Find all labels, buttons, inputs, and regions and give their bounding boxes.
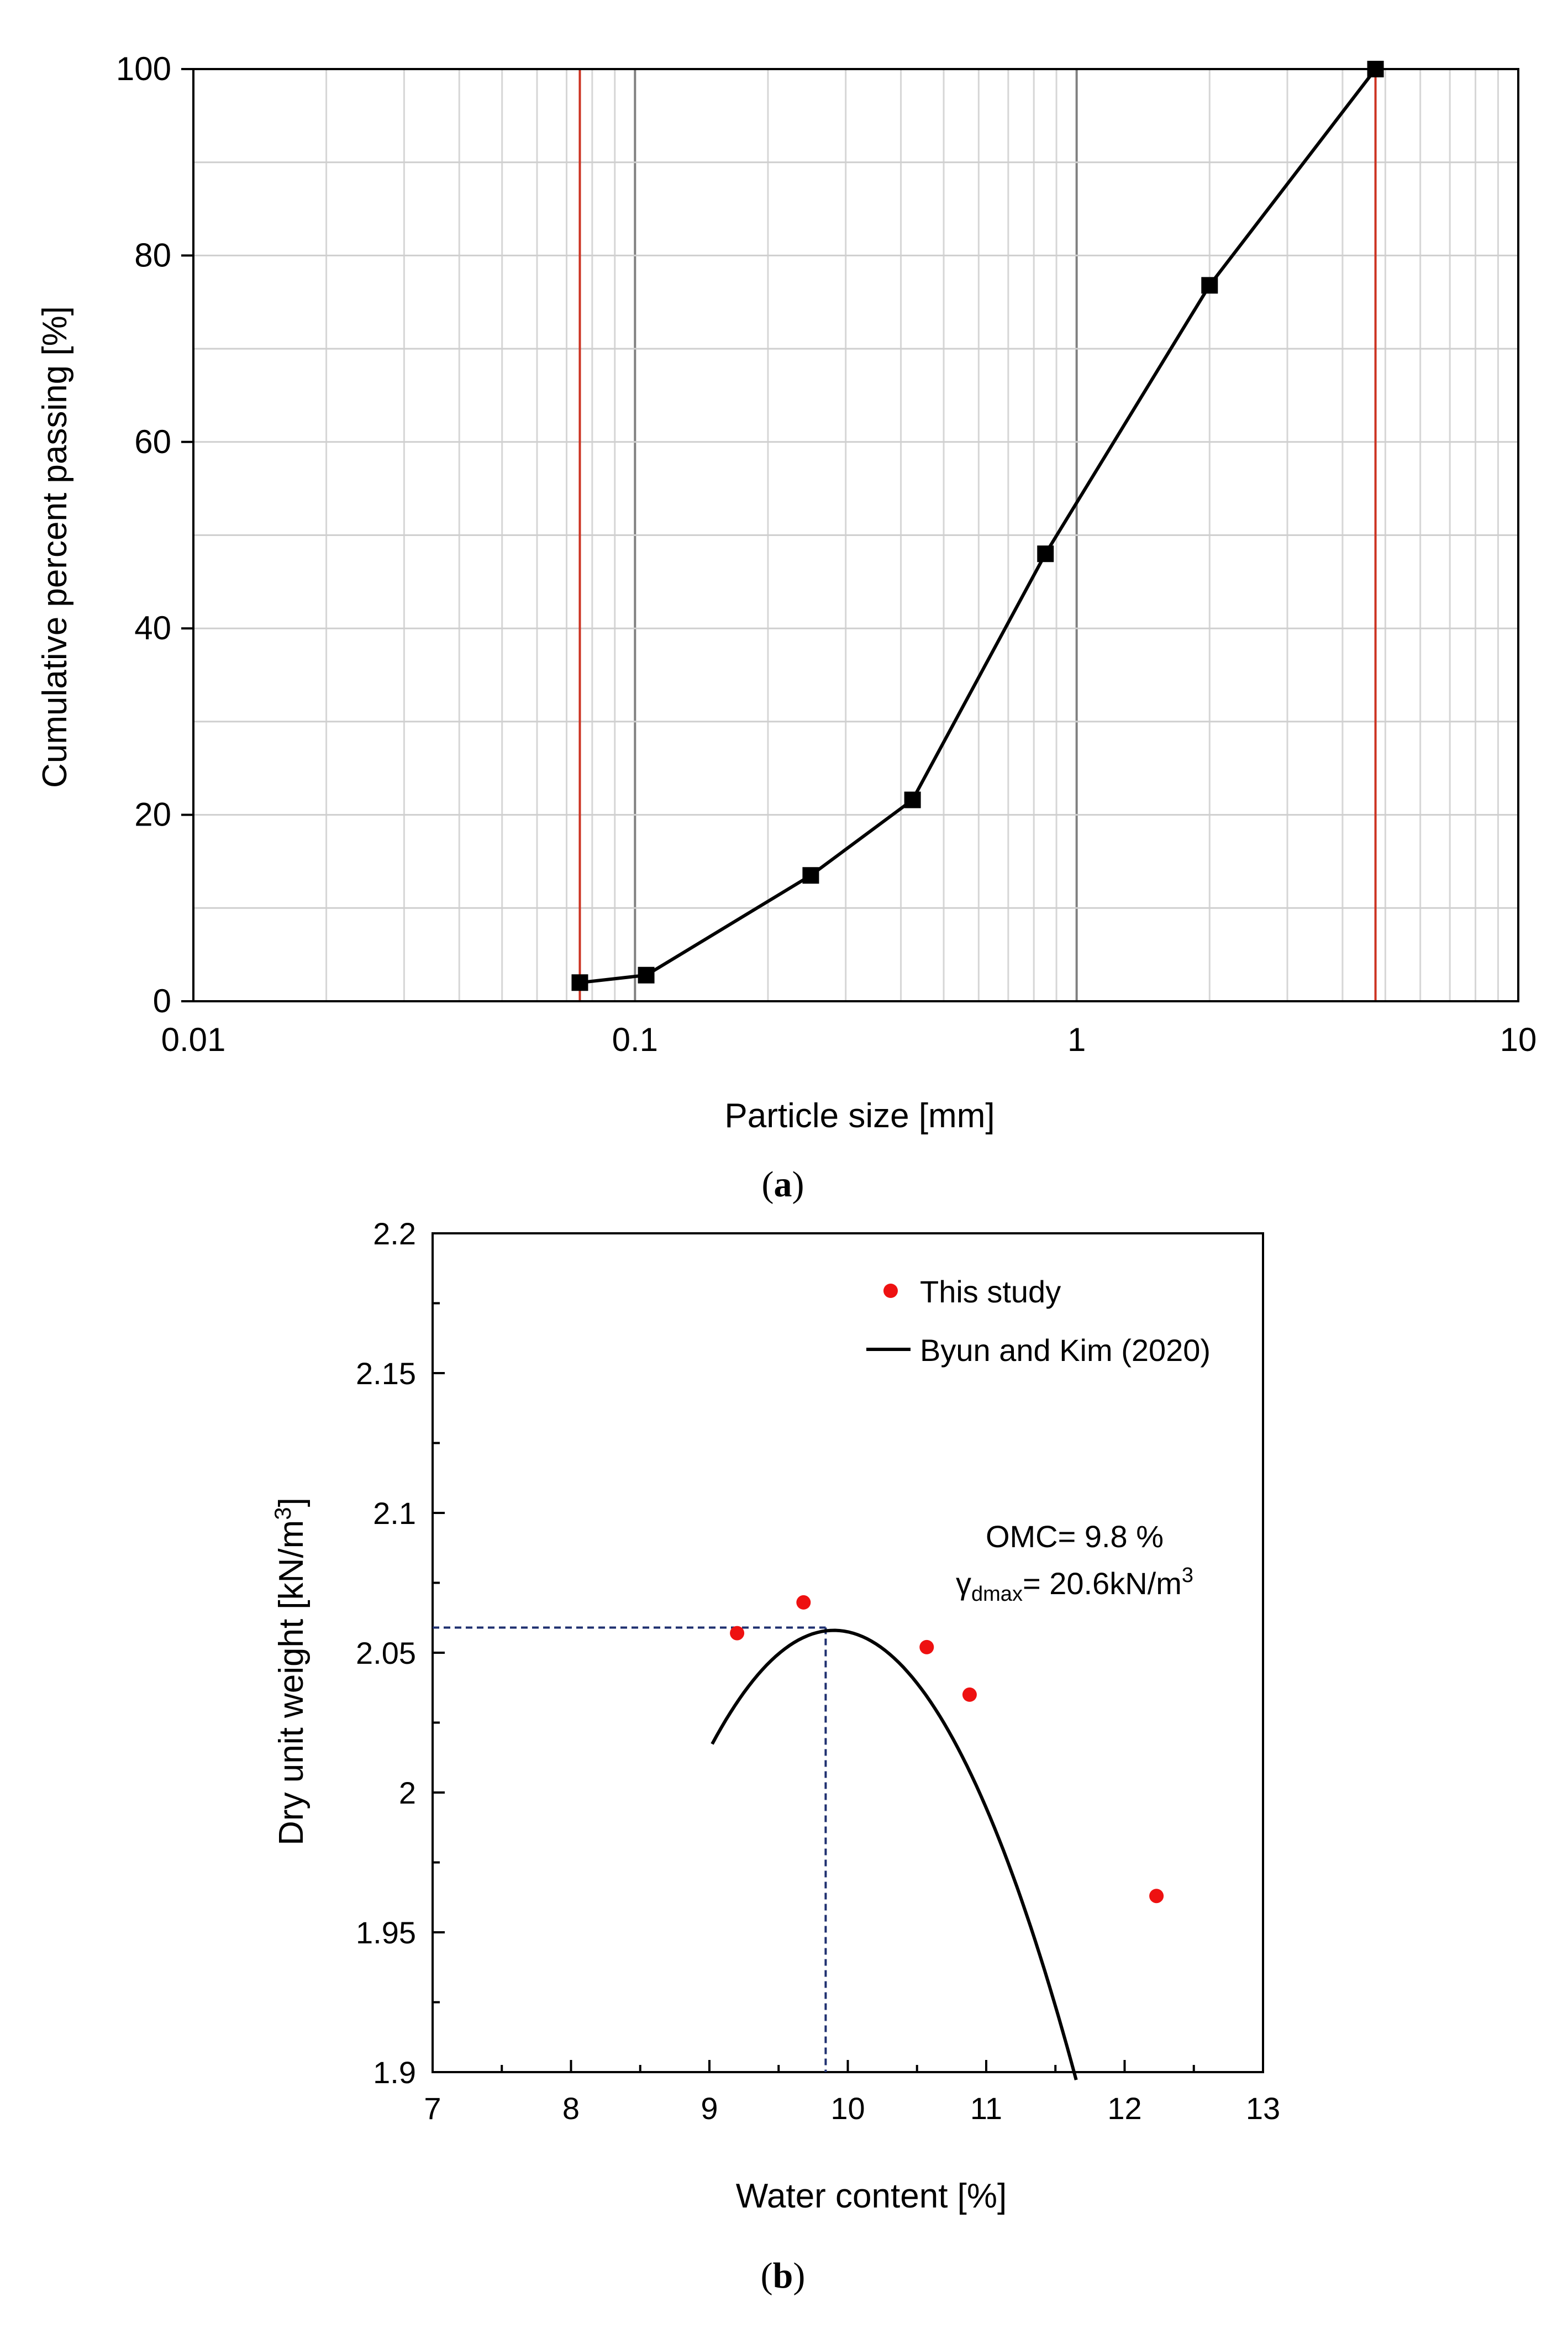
chart-b-y-tick-label: 2.15 xyxy=(356,1356,416,1391)
chart-b-legend: This study Byun and Kim (2020) xyxy=(866,1274,1211,1368)
chart-b-compaction: 1.9 1.95 2 2.05 2.1 2.15 2.2 7 8 9 10 11 12 13 This s… xyxy=(270,1216,1280,2296)
chart-b-y-tick-label: 1.95 xyxy=(356,1915,416,1950)
annotation-gamma-dmax: γdmax= 20.6kN/m3 xyxy=(956,1564,1193,1606)
chart-a-y-tick-label: 20 xyxy=(134,796,171,833)
chart-a-data-points xyxy=(571,61,1384,991)
chart-a-ticks: 0 20 40 60 80 100 0.01 0.1 1 10 xyxy=(116,50,1537,1058)
chart-a-x-tick-label: 1 xyxy=(1067,1021,1086,1058)
chart-b-x-tick-label: 13 xyxy=(1246,2091,1280,2126)
chart-a-data-point xyxy=(1037,545,1054,563)
chart-a-data-point xyxy=(638,966,655,984)
chart-b-x-tick-label: 12 xyxy=(1107,2091,1141,2126)
chart-b-x-tick-label: 10 xyxy=(830,2091,865,2126)
legend-label-this-study: This study xyxy=(920,1274,1061,1309)
chart-b-y-tick-label: 2.2 xyxy=(373,1216,416,1251)
chart-b-data-point xyxy=(919,1639,934,1654)
chart-b-x-tick-label: 9 xyxy=(701,2091,718,2126)
chart-a-data-point xyxy=(1367,61,1384,77)
chart-b-caption: (b) xyxy=(761,2256,806,2296)
chart-b-x-tick-label: 8 xyxy=(562,2091,580,2126)
chart-a-y-tick-label: 40 xyxy=(134,609,171,646)
chart-a-plot-frame xyxy=(192,68,1519,1002)
chart-a-reference-lines xyxy=(578,69,1377,1001)
chart-a-caption: (a) xyxy=(762,1164,804,1205)
chart-b-y-tick-label: 2 xyxy=(399,1775,416,1810)
chart-a-data-point xyxy=(1201,277,1218,294)
chart-b-data-point xyxy=(796,1595,811,1610)
chart-b-x-axis-label: Water content [%] xyxy=(736,2177,1007,2215)
chart-b-data-point xyxy=(962,1687,977,1702)
chart-a-data-point xyxy=(904,791,921,808)
legend-label-byun-kim: Byun and Kim (2020) xyxy=(920,1333,1211,1368)
chart-a-x-tick-label: 0.01 xyxy=(161,1021,226,1058)
annotation-omc: OMC= 9.8 % xyxy=(986,1519,1164,1554)
chart-a-x-tick-label: 10 xyxy=(1500,1021,1537,1058)
chart-a-grid xyxy=(192,68,1519,1002)
chart-b-data-point xyxy=(730,1626,745,1641)
chart-b-y-axis-label: Dry unit weight [kN/m3] xyxy=(270,1497,311,1846)
chart-a-y-tick-label: 80 xyxy=(134,236,171,274)
chart-b-ticks: 1.9 1.95 2 2.05 2.1 2.15 2.2 7 8 9 10 11 12 13 xyxy=(356,1216,1280,2126)
chart-a-data-point xyxy=(802,867,819,884)
chart-a-x-tick-label: 0.1 xyxy=(612,1021,658,1058)
chart-a-y-tick-label: 100 xyxy=(116,50,171,87)
chart-a-data-point xyxy=(571,974,588,991)
chart-b-y-tick-label: 2.1 xyxy=(373,1496,416,1531)
legend-marker-this-study xyxy=(883,1284,898,1298)
chart-b-data-points xyxy=(730,1595,1164,1904)
chart-a-series-line xyxy=(580,68,1377,985)
chart-b-data-point xyxy=(1149,1889,1164,1904)
chart-b-y-tick-label: 1.9 xyxy=(373,2055,416,2090)
chart-a-x-axis-label: Particle size [mm] xyxy=(724,1097,995,1135)
chart-a-gradation: 0 20 40 60 80 100 0.01 0.1 1 10 Particle size [mm… xyxy=(36,50,1537,1205)
chart-a-y-tick-label: 0 xyxy=(153,982,171,1019)
chart-a-y-tick-label: 60 xyxy=(134,423,171,460)
chart-b-x-tick-label: 11 xyxy=(970,2091,1002,2126)
chart-b-x-tick-label: 7 xyxy=(424,2091,441,2126)
chart-b-y-tick-label: 2.05 xyxy=(356,1636,416,1670)
chart-b-fit-curve xyxy=(711,1628,1078,2080)
chart-a-y-axis-label: Cumulative percent passing [%] xyxy=(36,306,74,788)
chart-b-guide-lines xyxy=(433,1626,827,2072)
